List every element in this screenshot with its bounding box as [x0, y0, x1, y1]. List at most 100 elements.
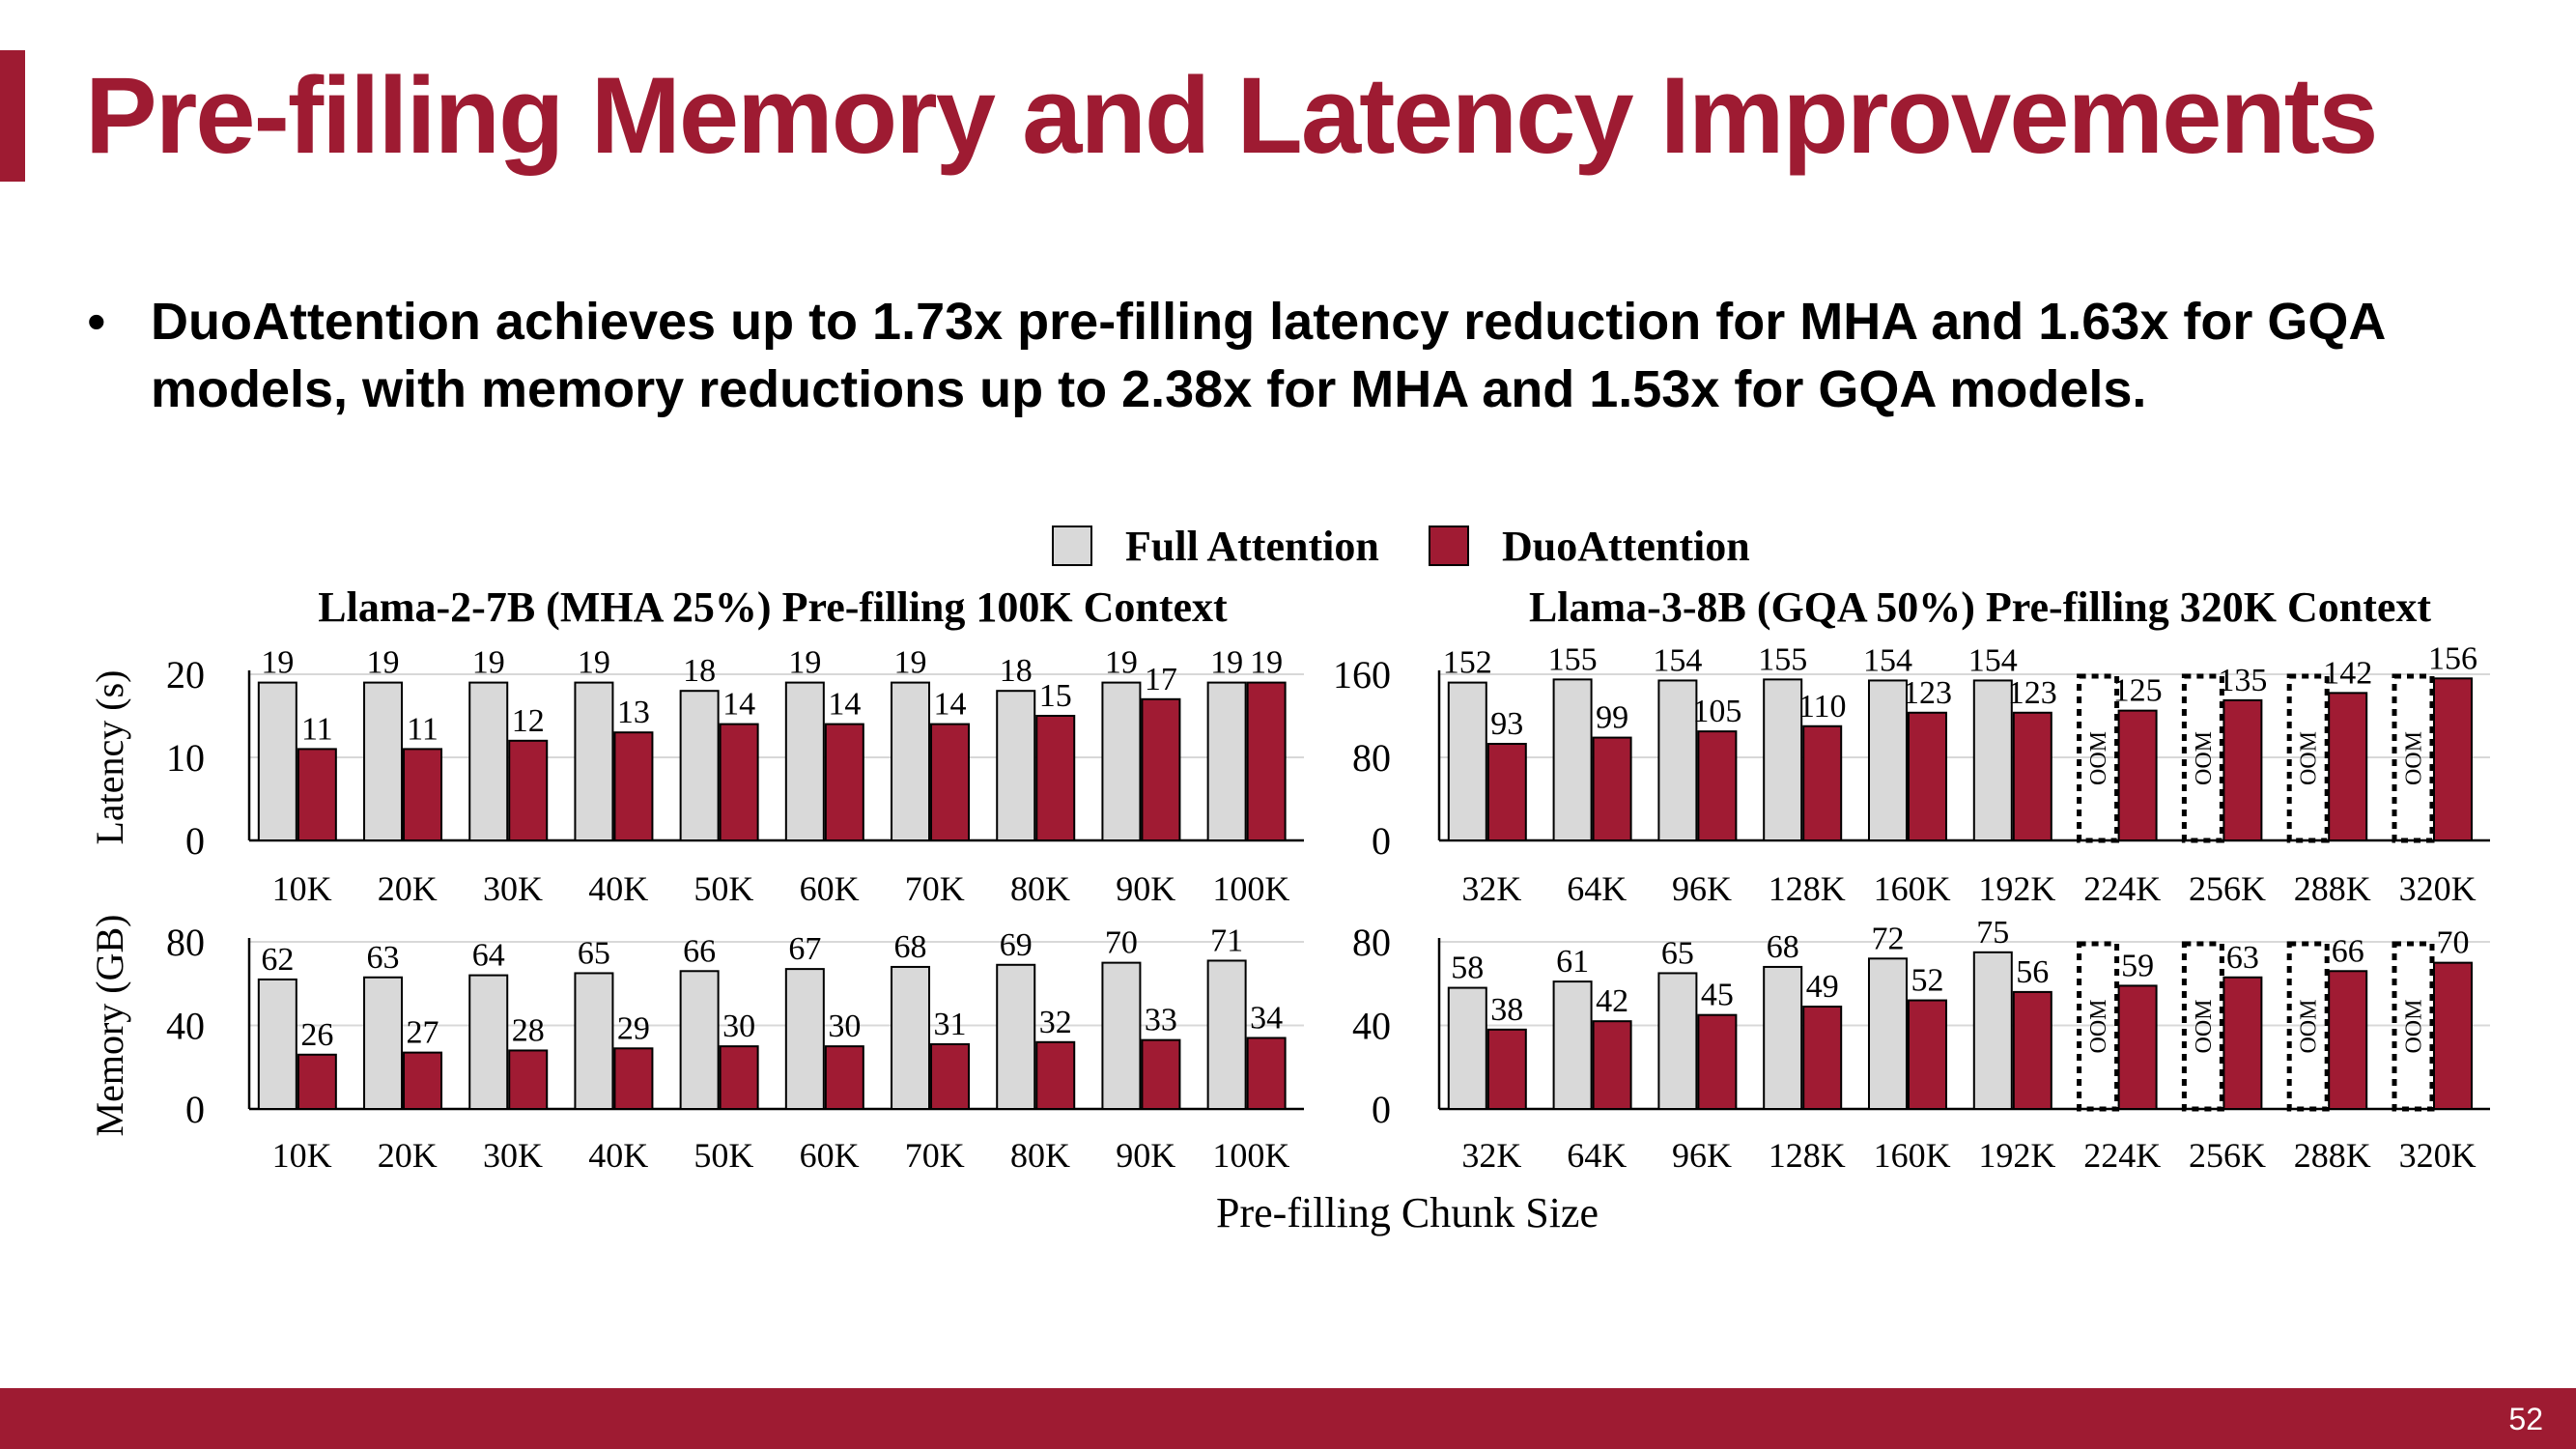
bar-duoattention [297, 1053, 337, 1111]
x-tick-label: 128K [1769, 1136, 1846, 1175]
data-label-duoattention: 29 [617, 1010, 650, 1046]
panel-title: Llama-2-7B (MHA 25%) Pre-filling 100K Co… [318, 583, 1228, 631]
data-label-duoattention: 27 [407, 1015, 439, 1051]
x-tick-label: 32K [1461, 1136, 1521, 1175]
x-tick-label: 80K [1010, 869, 1070, 908]
x-tick-label: 50K [694, 1136, 753, 1175]
bar-full-attention [1206, 681, 1247, 841]
data-label-full-attention: 68 [894, 929, 927, 965]
bar-oom [2181, 941, 2224, 1112]
data-label-duoattention: 31 [934, 1007, 967, 1042]
bar-duoattention [403, 748, 443, 842]
x-tick-label: 224K [2083, 869, 2161, 908]
bar-duoattention [1486, 743, 1527, 842]
page-number: 52 [2508, 1402, 2543, 1436]
y-tick-label: 80 [1352, 921, 1391, 964]
data-label-duoattention: 56 [2016, 954, 2049, 990]
bar-full-attention [468, 681, 509, 841]
bar-full-attention [363, 681, 404, 841]
x-tick-label: 320K [2399, 1136, 2477, 1175]
bar-full-attention [468, 974, 509, 1110]
x-tick-label: 30K [483, 1136, 543, 1175]
x-tick-label: 128K [1769, 869, 1846, 908]
x-tick-label: 80K [1010, 1136, 1070, 1175]
bar-duoattention [613, 731, 654, 842]
bar-full-attention [574, 681, 614, 841]
x-tick-label: 50K [694, 869, 753, 908]
bar-duoattention [930, 723, 971, 841]
data-label-duoattention: 30 [722, 1009, 755, 1044]
bar-full-attention [1657, 679, 1698, 842]
data-label-full-attention: 72 [1871, 921, 1904, 956]
x-tick-label: 10K [272, 1136, 332, 1175]
bar-duoattention [1486, 1028, 1527, 1110]
bar-duoattention [719, 1045, 759, 1110]
data-label-duoattention: 13 [617, 695, 650, 730]
bar-duoattention [719, 723, 759, 841]
data-label-full-attention: 18 [1000, 653, 1033, 689]
x-tick-label: 100K [1212, 1136, 1289, 1175]
legend-label: DuoAttention [1502, 523, 1750, 570]
data-label-full-attention: 62 [261, 942, 294, 978]
bar-full-attention [363, 976, 404, 1111]
bar-full-attention [257, 978, 297, 1110]
x-tick-label: 30K [483, 869, 543, 908]
data-label-full-attention: 154 [1863, 642, 1912, 678]
data-label-full-attention: 19 [472, 645, 505, 681]
y-tick-label: 160 [1333, 653, 1391, 696]
bar-duoattention [824, 1045, 864, 1110]
data-label-full-attention: 61 [1556, 944, 1589, 980]
data-label-duoattention: 99 [1596, 700, 1628, 736]
x-tick-label: 96K [1672, 869, 1732, 908]
data-label-duoattention: 38 [1490, 992, 1523, 1028]
bar-full-attention [891, 965, 931, 1111]
bar-duoattention [2222, 976, 2263, 1111]
data-label-full-attention: 66 [683, 933, 716, 969]
x-tick-label: 160K [1874, 1136, 1951, 1175]
y-tick-label: 80 [1352, 736, 1391, 780]
x-tick-label: 160K [1874, 869, 1951, 908]
bar-duoattention [613, 1047, 654, 1110]
legend-swatch [1429, 526, 1469, 566]
x-axis-label: Pre-filling Chunk Size [1216, 1189, 1599, 1236]
bar-full-attention [1867, 957, 1908, 1110]
data-label-duoattention: 14 [828, 687, 861, 723]
bar-full-attention [1763, 678, 1803, 841]
y-tick-label: 0 [1372, 1088, 1391, 1131]
x-tick-label: 192K [1978, 869, 2055, 908]
x-tick-label: 100K [1212, 869, 1289, 908]
data-label-duoattention: 59 [2121, 948, 2154, 983]
bar-duoattention [403, 1051, 443, 1111]
data-label-duoattention: 45 [1701, 978, 1734, 1013]
x-tick-label: 288K [2294, 869, 2371, 908]
slide-title: Pre-filling Memory and Latency Improveme… [85, 55, 2378, 176]
data-label-full-attention: 58 [1451, 951, 1484, 986]
bar-duoattention [1246, 681, 1287, 841]
x-tick-label: 10K [272, 869, 332, 908]
bar-full-attention [1101, 961, 1142, 1110]
bar-duoattention [1697, 1013, 1738, 1110]
data-label-duoattention: 105 [1692, 694, 1741, 729]
x-tick-label: 288K [2294, 1136, 2371, 1175]
bar-full-attention [1101, 681, 1142, 841]
data-label-full-attention: 19 [1105, 645, 1138, 681]
data-label-duoattention: 63 [2226, 940, 2259, 976]
bar-oom [2392, 941, 2435, 1112]
data-label-duoattention: 12 [512, 703, 545, 739]
data-label-duoattention: 93 [1490, 706, 1523, 742]
x-tick-label: 90K [1116, 869, 1175, 908]
data-label-duoattention: 49 [1806, 969, 1839, 1005]
y-axis-label: Latency (s) [88, 669, 131, 844]
bar-full-attention [1552, 678, 1593, 841]
bar-full-attention [1552, 980, 1593, 1111]
bar-full-attention [1447, 681, 1487, 841]
bar-duoattention [508, 739, 549, 841]
data-label-duoattention: 15 [1039, 678, 1072, 714]
bar-full-attention [891, 681, 931, 841]
bar-duoattention [2222, 698, 2263, 841]
x-tick-label: 256K [2189, 1136, 2266, 1175]
bar-duoattention [1592, 736, 1632, 842]
x-tick-label: 320K [2399, 869, 2477, 908]
bullet-text: DuoAttention achieves up to 1.73x pre-fi… [151, 293, 2385, 418]
data-label-duoattention: 30 [828, 1009, 861, 1044]
